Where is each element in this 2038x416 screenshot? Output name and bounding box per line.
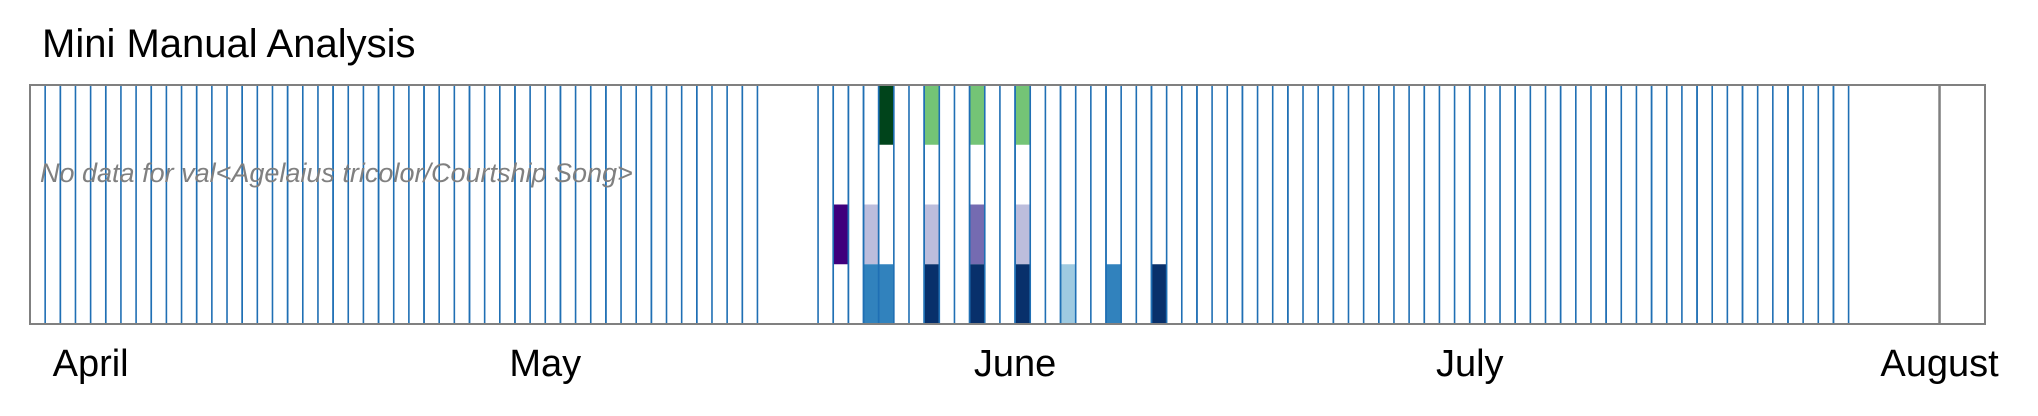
chart-title: Mini Manual Analysis — [42, 22, 416, 66]
heatmap-cell — [863, 204, 879, 265]
heatmap-cell — [969, 85, 985, 145]
x-axis-tick-labels: April May June July August — [53, 343, 2000, 385]
heatmap-cell — [833, 204, 849, 265]
recording-lines — [44, 85, 1850, 324]
x-tick-label: April — [53, 343, 129, 385]
x-tick-label: May — [509, 343, 581, 385]
heatmap-cell — [924, 85, 940, 145]
heatmap-cell — [924, 204, 940, 265]
heatmap-cell — [924, 264, 940, 324]
no-data-note: No data for val<Agelaius tricolor/Courts… — [40, 158, 633, 188]
heatmap-cell — [1015, 204, 1031, 265]
heatmap-cell — [969, 204, 985, 265]
heatmap-cell — [1106, 264, 1122, 324]
heatmap-cell — [1060, 264, 1076, 324]
heatmap-cells — [833, 85, 1167, 324]
heatmap-cell — [878, 85, 894, 145]
x-tick-label: August — [1880, 343, 1999, 385]
x-tick-label: July — [1436, 343, 1504, 385]
heatmap-cell — [1015, 85, 1031, 145]
plot-frame — [29, 84, 1986, 325]
heatmap-cell — [1151, 264, 1167, 324]
heatmap-cell — [863, 264, 879, 324]
x-tick-label: June — [974, 343, 1056, 385]
heatmap-cell — [878, 264, 894, 324]
heatmap-cell — [1015, 264, 1031, 324]
heatmap-cell — [969, 264, 985, 324]
